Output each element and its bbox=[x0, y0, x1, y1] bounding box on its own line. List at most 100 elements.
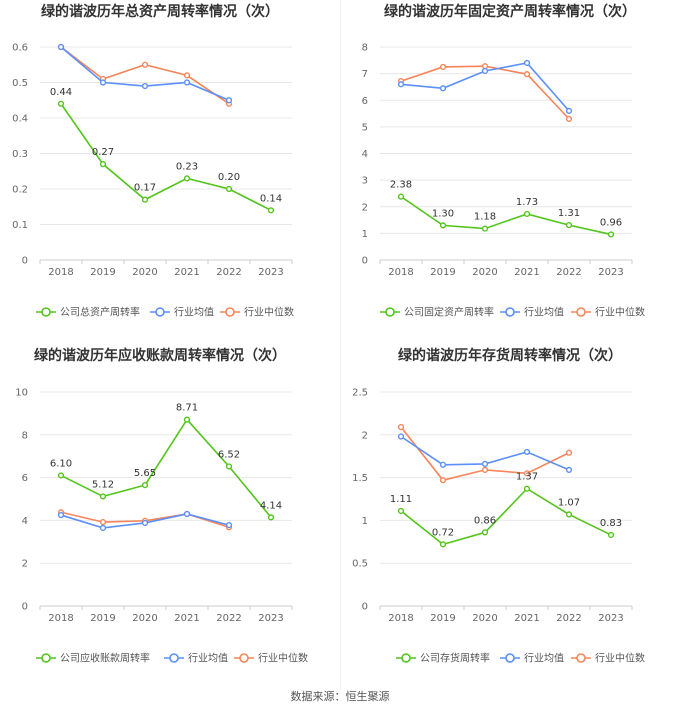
series-line-median bbox=[60, 46, 230, 105]
data-point-company bbox=[439, 541, 447, 548]
data-point-avg bbox=[481, 67, 489, 75]
series-line-company bbox=[60, 103, 272, 212]
legend-marker-avg bbox=[505, 653, 515, 663]
x-tick-label: 2018 bbox=[48, 613, 73, 624]
chart-panel-receivables-turnover: 绿的谐波历年应收账款周转率情况（次） 0 2 4 6 8 10 2018 2019 2020 202… bbox=[0, 346, 340, 692]
legend-marker-company bbox=[401, 653, 411, 663]
data-label: 1.11 bbox=[390, 494, 412, 505]
legend-marker-company bbox=[41, 653, 51, 663]
y-tick-label: 0 bbox=[22, 256, 28, 267]
x-tick-label: 2022 bbox=[556, 613, 581, 624]
panel-divider bbox=[340, 0, 341, 690]
data-point-median bbox=[99, 519, 107, 526]
y-tick-label: 0 bbox=[22, 602, 28, 613]
chart-svg: 绿的谐波历年总资产周转率情况（次） 0 0.1 0.2 0.3 0.4 0.5 0.6 2018… bbox=[12, 3, 294, 319]
data-label: 1.73 bbox=[516, 197, 538, 208]
data-label: 1.18 bbox=[474, 212, 496, 223]
data-label: 0.44 bbox=[50, 87, 72, 98]
x-tick-label: 2021 bbox=[514, 613, 539, 624]
series-line-company bbox=[400, 195, 612, 236]
data-point-company bbox=[183, 416, 191, 423]
x-tick-label: 2022 bbox=[216, 613, 241, 624]
data-label: 1.31 bbox=[558, 208, 580, 219]
x-tick-label: 2021 bbox=[174, 267, 199, 278]
data-point-company bbox=[523, 210, 531, 218]
data-point-median bbox=[565, 449, 573, 456]
y-tick-label: 1 bbox=[362, 516, 368, 527]
data-point-company bbox=[397, 507, 405, 515]
legend-marker-avg bbox=[169, 653, 179, 663]
x-tick-label: 2019 bbox=[90, 613, 115, 624]
data-point-company bbox=[57, 472, 65, 479]
data-point-avg bbox=[439, 461, 447, 468]
data-point-avg bbox=[141, 519, 149, 527]
data-point-median bbox=[439, 63, 447, 71]
data-point-company bbox=[607, 231, 615, 238]
data-point-company bbox=[99, 493, 107, 500]
x-tick-label: 2019 bbox=[430, 267, 455, 278]
data-point-median bbox=[141, 61, 149, 68]
chart-panel-fixed-asset-turnover: 绿的谐波历年固定资产周转率情况（次） 0 1 2 3 4 5 6 7 8 2018 2019 2020 2… bbox=[340, 0, 680, 346]
data-point-avg bbox=[481, 460, 489, 468]
data-point-company bbox=[225, 463, 233, 470]
data-label: 0.72 bbox=[432, 527, 454, 538]
y-tick-label: 7 bbox=[362, 69, 368, 80]
y-tick-label: 2 bbox=[362, 430, 368, 441]
data-point-company bbox=[141, 481, 149, 489]
chart-title: 绿的谐波历年应收账款周转率情况（次） bbox=[34, 347, 286, 364]
legend-label-median: 行业中位数 bbox=[258, 652, 308, 665]
chart-title: 绿的谐波历年存货周转率情况（次） bbox=[398, 347, 622, 364]
y-tick-label: 5 bbox=[362, 122, 368, 133]
data-point-company bbox=[397, 193, 405, 200]
x-tick-label: 2023 bbox=[598, 267, 623, 278]
legend-marker-median bbox=[239, 653, 249, 663]
data-point-avg bbox=[225, 97, 233, 104]
data-point-median bbox=[523, 71, 531, 78]
y-tick-label: 6 bbox=[362, 96, 368, 107]
data-point-avg bbox=[141, 82, 149, 90]
y-tick-label: 4 bbox=[362, 149, 368, 160]
y-tick-label: 0.3 bbox=[12, 149, 28, 160]
x-tick-label: 2019 bbox=[90, 267, 115, 278]
chart-title: 绿的谐波历年固定资产周转率情况（次） bbox=[384, 3, 636, 20]
data-point-company bbox=[481, 529, 489, 536]
legend-marker-median bbox=[225, 307, 235, 317]
x-tick-label: 2020 bbox=[472, 613, 497, 624]
data-point-company bbox=[99, 161, 107, 168]
data-point-company bbox=[141, 196, 149, 203]
x-tick-label: 2019 bbox=[430, 613, 455, 624]
data-point-median bbox=[183, 72, 191, 79]
series-line-avg bbox=[60, 46, 230, 101]
legend-label-company: 公司存货周转率 bbox=[420, 652, 490, 665]
data-point-avg bbox=[439, 85, 447, 92]
chart-svg: 绿的谐波历年固定资产周转率情况（次） 0 1 2 3 4 5 6 7 8 2018 2019 2020 2… bbox=[362, 3, 645, 319]
x-tick-label: 2023 bbox=[258, 613, 283, 624]
data-point-avg bbox=[397, 81, 405, 88]
legend-label-company: 公司总资产周转率 bbox=[60, 306, 140, 319]
series-line-company bbox=[400, 487, 612, 546]
data-point-company bbox=[565, 511, 573, 518]
legend-marker-company bbox=[41, 307, 51, 317]
data-point-avg bbox=[225, 522, 233, 529]
data-label: 1.30 bbox=[432, 208, 454, 219]
x-tick-label: 2018 bbox=[48, 267, 73, 278]
chart-svg: 绿的谐波历年存货周转率情况（次） 0 0.5 1 1.5 2 2.5 2018 2019 2020… bbox=[352, 347, 645, 665]
x-tick-label: 2021 bbox=[174, 613, 199, 624]
data-point-avg bbox=[565, 466, 573, 473]
data-point-avg bbox=[99, 79, 107, 86]
data-point-median bbox=[565, 115, 573, 122]
x-tick-label: 2020 bbox=[472, 267, 497, 278]
legend-label-median: 行业中位数 bbox=[595, 306, 645, 319]
data-point-avg bbox=[57, 43, 65, 51]
data-label: 0.27 bbox=[92, 147, 114, 158]
data-label: 0.23 bbox=[176, 161, 198, 172]
data-point-company bbox=[267, 207, 275, 214]
x-tick-label: 2020 bbox=[132, 267, 157, 278]
y-tick-label: 0.6 bbox=[12, 43, 28, 54]
data-point-avg bbox=[523, 448, 531, 456]
x-tick-label: 2022 bbox=[216, 267, 241, 278]
y-tick-label: 6 bbox=[22, 473, 28, 484]
data-label: 2.38 bbox=[390, 180, 412, 191]
legend-marker-avg bbox=[155, 307, 165, 317]
chart-panel-inventory-turnover: 绿的谐波历年存货周转率情况（次） 0 0.5 1 1.5 2 2.5 2018 2019 2020… bbox=[340, 346, 680, 692]
